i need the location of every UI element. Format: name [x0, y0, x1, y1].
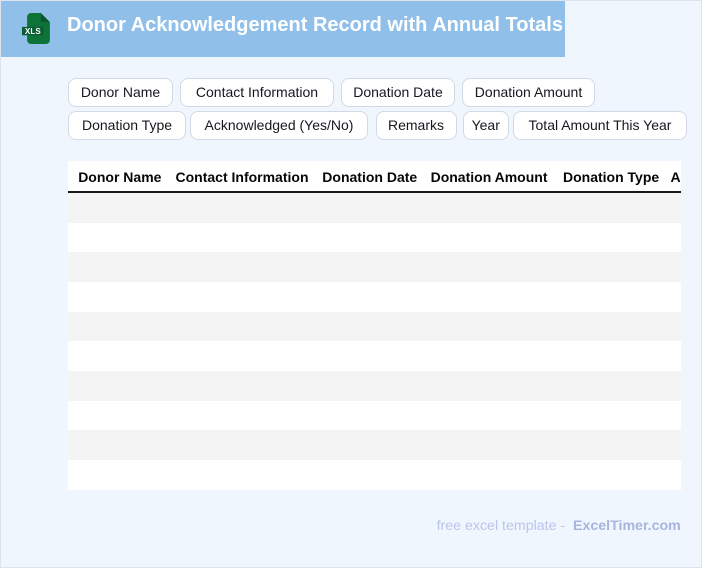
svg-text:XLS: XLS	[25, 27, 42, 36]
